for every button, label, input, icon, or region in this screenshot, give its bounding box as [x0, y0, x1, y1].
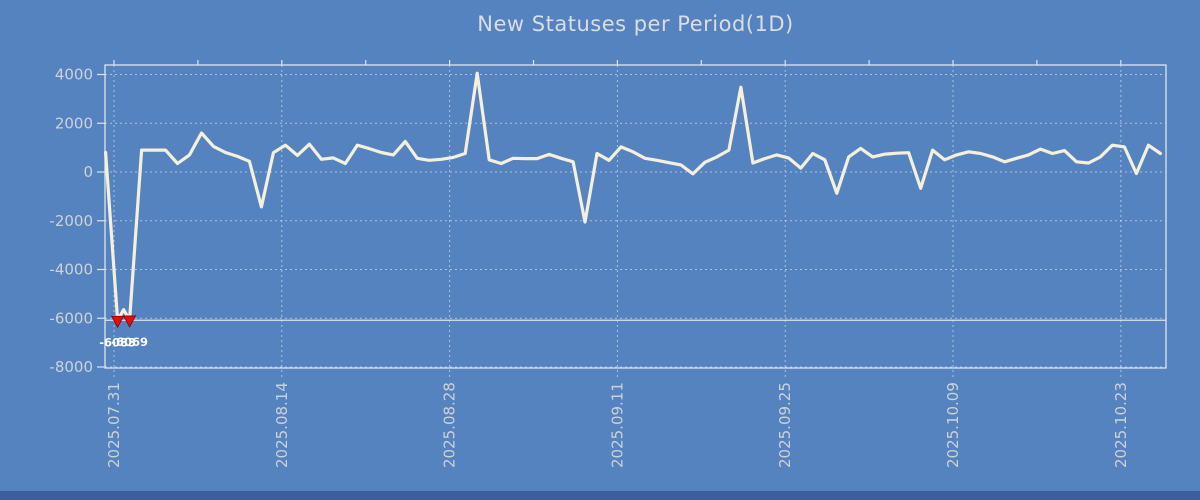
x-axis-label: 2025.09.25: [776, 382, 794, 468]
min-marker-label: -6069: [111, 335, 148, 349]
x-axis-label: 2025.07.31: [105, 382, 123, 468]
y-axis-label: 4000: [55, 66, 93, 84]
min-marker-icon: [110, 315, 125, 329]
min-marker-icon: [122, 315, 137, 328]
y-axis-label: -8000: [49, 358, 93, 376]
y-axis-label: 2000: [55, 114, 93, 132]
x-axis-label: 2025.10.09: [944, 382, 962, 468]
y-axis-label: -6000: [49, 309, 93, 327]
min-marker-label: -6083: [99, 335, 136, 349]
chart-title: New Statuses per Period(1D): [477, 12, 794, 36]
y-axis-label: 0: [83, 163, 93, 181]
x-axis-label: 2025.08.28: [441, 382, 459, 468]
x-axis-label: 2025.08.14: [273, 382, 291, 468]
bottom-bar: [0, 491, 1200, 500]
x-axis-label: 2025.09.11: [608, 382, 626, 468]
y-axis-label: -4000: [49, 261, 93, 279]
y-axis-label: -2000: [49, 212, 93, 230]
x-axis-label: 2025.10.23: [1112, 382, 1130, 468]
series-line-new-statuses: [103, 71, 1163, 322]
plot-frame: [104, 64, 1167, 369]
